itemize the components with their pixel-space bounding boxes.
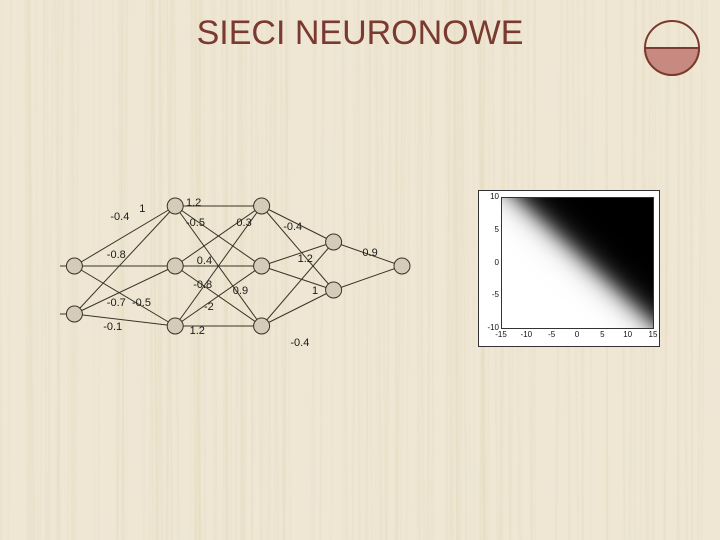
- weight-label: -0.4: [290, 337, 309, 349]
- logo-icon: [642, 18, 702, 78]
- x-tick: -5: [544, 330, 560, 339]
- weight-label: 1.2: [186, 197, 201, 209]
- weight-label: -0.5: [132, 297, 151, 309]
- weight-label: 1.2: [298, 253, 313, 265]
- neural-network-diagram: -0.4 1 -0.8 -0.7 -0.5 -0.1 1.2 -0.5 0.4 -0.8 -2 1.2…: [60, 170, 420, 370]
- x-tick: -10: [518, 330, 534, 339]
- weight-label: 0.3: [236, 217, 251, 229]
- chart-heatmap: [501, 197, 653, 328]
- y-tick: 0: [481, 258, 499, 267]
- weight-label: 1: [139, 203, 145, 215]
- y-tick: 10: [481, 192, 499, 201]
- x-tick: 10: [620, 330, 636, 339]
- x-tick: 15: [645, 330, 661, 339]
- weight-label: -0.8: [193, 279, 212, 291]
- weight-label: -0.5: [186, 217, 205, 229]
- y-tick: -5: [481, 290, 499, 299]
- weight-label: 1.2: [190, 325, 205, 337]
- x-tick: 5: [594, 330, 610, 339]
- weight-label: 0.9: [233, 285, 248, 297]
- weight-label: -0.4: [110, 211, 129, 223]
- weight-label: 1: [312, 285, 318, 297]
- weight-label: -0.1: [103, 321, 122, 333]
- weight-label: -2: [204, 301, 214, 313]
- weight-label: -0.8: [107, 249, 126, 261]
- weight-label: 0.4: [197, 255, 212, 267]
- weight-label: -0.7: [107, 297, 126, 309]
- logo-fill: [645, 48, 699, 75]
- x-tick: 0: [569, 330, 585, 339]
- y-tick: -10: [481, 323, 499, 332]
- output-surface-chart: -15-10-5051015-10-50510: [478, 190, 660, 347]
- weight-label: -0.4: [283, 221, 302, 233]
- y-tick: 5: [481, 225, 499, 234]
- page-title: SIECI NEURONOWE: [0, 14, 720, 53]
- weight-label: 0.9: [362, 247, 377, 259]
